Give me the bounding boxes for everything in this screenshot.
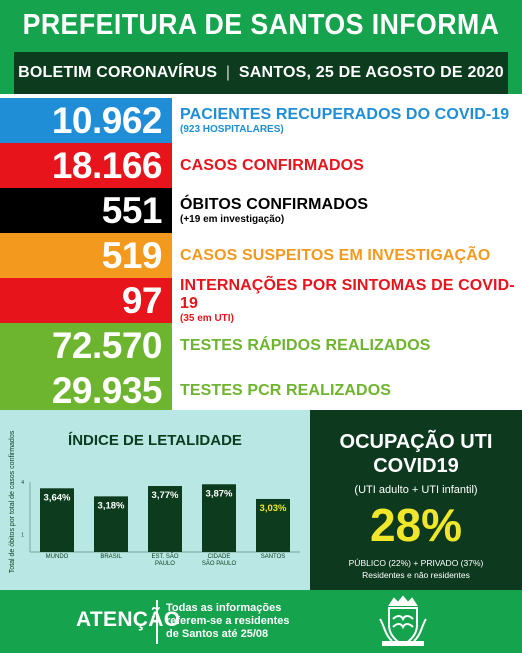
footer-notice-line2: referem-se a residentes bbox=[166, 615, 290, 627]
uti-detail-line1: PÚBLICO (22%) + PRIVADO (37%) bbox=[348, 558, 484, 568]
footer-divider bbox=[156, 600, 158, 644]
page-title: PREFEITURA DE SANTOS INFORMA bbox=[22, 9, 500, 41]
santos-coat-of-arms-icon bbox=[379, 595, 427, 647]
stat-row-internacoes: 97 INTERNAÇÕES POR SINTOMAS DE COVID-19 … bbox=[0, 276, 522, 324]
stat-value: 519 bbox=[0, 233, 172, 278]
footer-notice-line1: Todas as informações bbox=[166, 602, 282, 614]
bulletin-bar: BOLETIM CORONAVÍRUS | SANTOS, 25 DE AGOS… bbox=[14, 52, 508, 123]
category-label: SANTOS bbox=[261, 554, 286, 560]
uti-title: OCUPAÇÃO UTI COVID19 bbox=[310, 430, 522, 478]
stat-label-block: PACIENTES RECUPERADOS DO COVID-19 (923 H… bbox=[180, 98, 520, 143]
stat-label-block: CASOS CONFIRMADOS bbox=[180, 143, 520, 188]
stat-row-recuperados: 10.962 PACIENTES RECUPERADOS DO COVID-19… bbox=[0, 98, 522, 143]
stat-sublabel: (+19 em investigação) bbox=[180, 213, 285, 225]
stat-label: TESTES RÁPIDOS REALIZADOS bbox=[180, 336, 431, 354]
stat-value: 10.962 bbox=[0, 98, 172, 143]
stat-value: 97 bbox=[0, 278, 172, 323]
bulletin-name: BOLETIM CORONAVÍRUS bbox=[18, 64, 218, 81]
bar bbox=[148, 486, 182, 552]
category-label: CIDADE bbox=[208, 554, 231, 560]
uti-detail: PÚBLICO (22%) + PRIVADO (37%) Residentes… bbox=[310, 557, 522, 581]
bar bbox=[40, 488, 74, 552]
stat-label-block: TESTES PCR REALIZADOS bbox=[180, 368, 520, 413]
uti-subtitle: (UTI adulto + UTI infantil) bbox=[354, 484, 478, 496]
stat-sublabel: (35 em UTI) bbox=[180, 312, 234, 324]
stat-value: 29.935 bbox=[0, 368, 172, 413]
stat-label-block: ÓBITOS CONFIRMADOS (+19 em investigação) bbox=[180, 188, 520, 233]
stat-label: CASOS CONFIRMADOS bbox=[180, 156, 364, 174]
stat-row-suspeitos: 519 CASOS SUSPEITOS EM INVESTIGAÇÃO bbox=[0, 233, 522, 278]
uti-title-line1: OCUPAÇÃO UTI bbox=[339, 431, 493, 453]
attention-label: ATENÇÃO bbox=[76, 608, 181, 631]
stat-row-testes-rapidos: 72.570 TESTES RÁPIDOS REALIZADOS bbox=[0, 323, 522, 368]
stat-label-block: CASOS SUSPEITOS EM INVESTIGAÇÃO bbox=[180, 233, 520, 278]
stats-list: 10.962 PACIENTES RECUPERADOS DO COVID-19… bbox=[0, 94, 522, 413]
stat-sublabel: (923 HOSPITALARES) bbox=[180, 123, 284, 135]
bar-value-label: 3,77% bbox=[152, 490, 179, 501]
category-label: EST. SÃO bbox=[151, 553, 178, 560]
stat-value: 551 bbox=[0, 188, 172, 233]
category-label: MUNDO bbox=[46, 554, 69, 560]
letality-chart: Total de óbitos por total de casos confi… bbox=[9, 430, 300, 573]
uti-percent: 28% bbox=[369, 499, 463, 551]
stat-row-confirmados: 18.166 CASOS CONFIRMADOS bbox=[0, 143, 522, 188]
footer: ATENÇÃO Todas as informações referem-se … bbox=[0, 590, 522, 653]
category-label: BRASIL bbox=[100, 554, 122, 560]
stat-label: PACIENTES RECUPERADOS DO COVID-19 bbox=[180, 105, 510, 123]
category-label: SÃO PAULO bbox=[202, 560, 237, 567]
stat-value: 18.166 bbox=[0, 143, 172, 188]
bar bbox=[202, 484, 236, 552]
footer-notice-line3: de Santos até 25/08 bbox=[166, 628, 269, 640]
stat-label: TESTES PCR REALIZADOS bbox=[180, 381, 392, 399]
bar-value-label: 3,18% bbox=[98, 500, 125, 511]
stat-row-obitos: 551 ÓBITOS CONFIRMADOS (+19 em investiga… bbox=[0, 188, 522, 233]
stat-label: INTERNAÇÕES POR SINTOMAS DE COVID-19 bbox=[180, 276, 515, 312]
stat-label-block: INTERNAÇÕES POR SINTOMAS DE COVID-19 (35… bbox=[180, 276, 520, 324]
bar-value-label: 3,03% bbox=[260, 503, 287, 514]
y-tick-label: 1 bbox=[21, 533, 24, 539]
y-axis-label: Total de óbitos por total de casos confi… bbox=[9, 430, 16, 573]
stat-label: ÓBITOS CONFIRMADOS bbox=[180, 195, 369, 213]
uti-panel: OCUPAÇÃO UTI COVID19 (UTI adulto + UTI i… bbox=[310, 410, 522, 590]
bar bbox=[94, 496, 128, 552]
bar-value-label: 3,64% bbox=[44, 492, 71, 503]
bar-value-label: 3,87% bbox=[206, 488, 233, 499]
stat-label: CASOS SUSPEITOS EM INVESTIGAÇÃO bbox=[180, 246, 491, 264]
y-tick-label: 4 bbox=[21, 480, 24, 486]
uti-title-line2: COVID19 bbox=[373, 455, 459, 477]
stat-row-testes-pcr: 29.935 TESTES PCR REALIZADOS bbox=[0, 368, 522, 413]
letality-panel: ÍNDICE DE LETALIDADE Total de óbitos por… bbox=[0, 410, 310, 590]
bulletin-separator: | bbox=[225, 64, 231, 81]
stat-label-block: TESTES RÁPIDOS REALIZADOS bbox=[180, 323, 520, 368]
letality-title: ÍNDICE DE LETALIDADE bbox=[68, 432, 242, 449]
category-label: PAULO bbox=[155, 561, 175, 567]
bar bbox=[256, 498, 290, 552]
uti-detail-line2: Residentes e não residentes bbox=[362, 570, 470, 580]
footer-notice: Todas as informações referem-se a reside… bbox=[166, 602, 316, 641]
stat-value: 72.570 bbox=[0, 323, 172, 368]
